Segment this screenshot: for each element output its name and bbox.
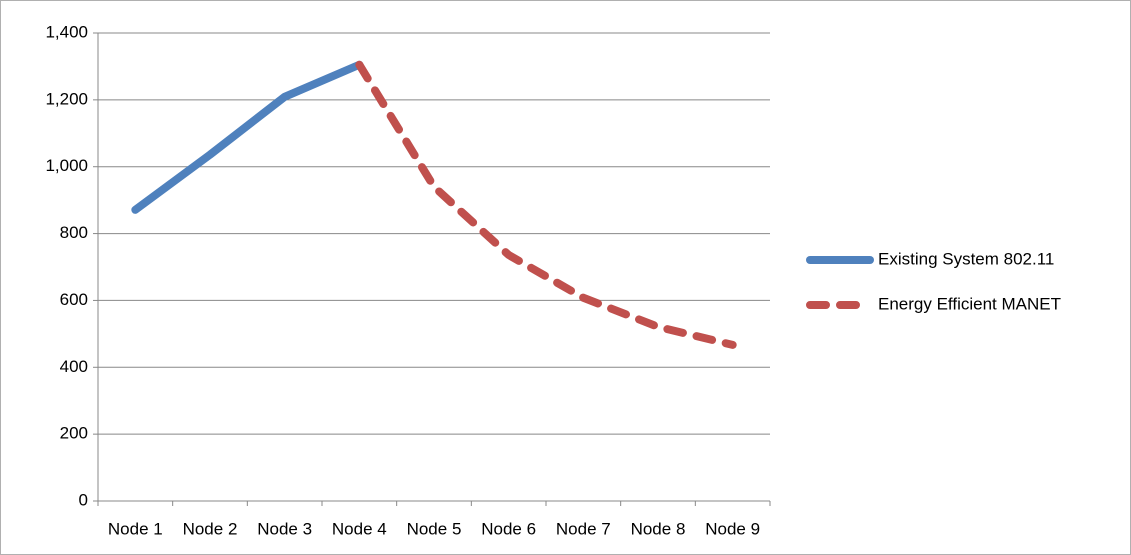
x-tick-label: Node 4 <box>332 519 387 538</box>
y-tick-label: 600 <box>60 290 88 309</box>
series-line <box>131 60 364 214</box>
x-tick-label: Node 9 <box>705 519 760 538</box>
legend-label: Energy Efficient MANET <box>878 294 1061 313</box>
x-tick-label: Node 1 <box>108 519 163 538</box>
y-tick-label: 200 <box>60 424 88 443</box>
y-tick-label: 1,200 <box>45 89 88 108</box>
y-tick-label: 800 <box>60 223 88 242</box>
x-tick-label: Node 5 <box>407 519 462 538</box>
x-tick-label: Node 7 <box>556 519 611 538</box>
x-tick-label: Node 6 <box>481 519 536 538</box>
x-tick-label: Node 2 <box>183 519 238 538</box>
y-tick-label: 400 <box>60 357 88 376</box>
y-tick-label: 0 <box>79 490 88 509</box>
x-tick-label: Node 3 <box>257 519 312 538</box>
x-tick-label: Node 8 <box>631 519 686 538</box>
y-tick-label: 1,400 <box>45 22 88 41</box>
legend-label: Existing System 802.11 <box>878 249 1054 268</box>
series-line <box>355 60 737 349</box>
y-tick-label: 1,000 <box>45 156 88 175</box>
